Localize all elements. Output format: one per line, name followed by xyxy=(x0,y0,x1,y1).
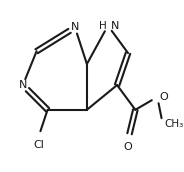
Text: N: N xyxy=(71,23,79,33)
Text: Cl: Cl xyxy=(33,140,44,150)
Text: N: N xyxy=(19,80,27,90)
Text: H: H xyxy=(99,21,107,31)
Text: N: N xyxy=(111,21,119,31)
Text: O: O xyxy=(124,142,132,152)
Text: CH₃: CH₃ xyxy=(165,119,184,129)
Text: O: O xyxy=(159,92,168,102)
